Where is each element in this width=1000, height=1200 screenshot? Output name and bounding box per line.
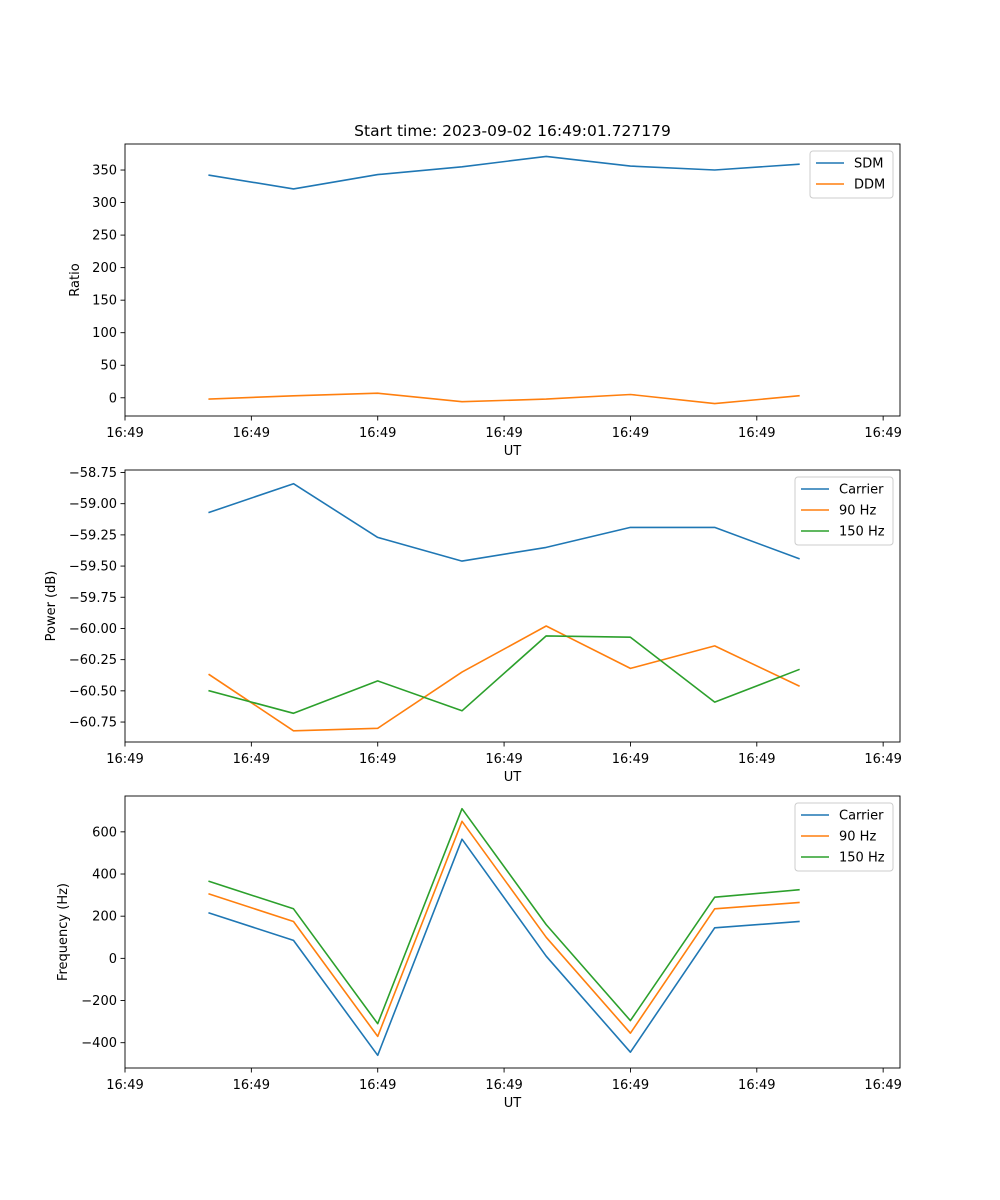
ratio-x-tick-label: 16:49	[485, 426, 522, 441]
frequency-legend-label-carrier: Carrier	[839, 809, 884, 824]
ratio-series-sdm-line	[208, 155, 800, 190]
ratio-legend-label-ddm: DDM	[854, 178, 885, 193]
ratio-y-axis-label: Ratio	[68, 263, 83, 296]
ratio-x-tick-label: 16:49	[106, 426, 143, 441]
power-axes-frame	[124, 469, 901, 743]
power-series-90-hz-line	[208, 625, 800, 732]
frequency-y-tick-label: −200	[81, 994, 117, 1009]
power-series-150-hz-line	[208, 635, 800, 715]
ratio-legend-label-sdm: SDM	[854, 157, 883, 172]
frequency-y-axis-label: Frequency (Hz)	[56, 883, 71, 981]
power-y-tick-label: −59.00	[69, 497, 117, 512]
ratio-series-ddm-line	[208, 392, 800, 405]
ratio-panel: 16:49 16:49 16:49 16:49 16:49 16:49 16:49 0 50 10…	[68, 143, 902, 459]
power-x-tick-label: 16:49	[864, 752, 901, 767]
power-y-tick-label: −60.50	[69, 684, 117, 699]
frequency-axes-frame	[124, 795, 901, 1069]
frequency-x-tick-label: 16:49	[106, 1078, 143, 1093]
frequency-x-tick-label: 16:49	[864, 1078, 901, 1093]
power-y-tick-label: −58.75	[69, 466, 117, 481]
frequency-x-tick-label: 16:49	[738, 1078, 775, 1093]
frequency-y-tick-label: −400	[81, 1036, 117, 1051]
power-legend-label-150-hz: 150 Hz	[839, 525, 885, 540]
power-series-carrier-line	[208, 482, 800, 562]
power-x-tick-label: 16:49	[738, 752, 775, 767]
ratio-x-tick-label: 16:49	[612, 426, 649, 441]
frequency-x-tick-label: 16:49	[233, 1078, 270, 1093]
power-x-axis-label: UT	[504, 770, 522, 785]
ratio-y-tick-label: 200	[92, 261, 117, 276]
frequency-panel: 16:49 16:49 16:49 16:49 16:49 16:49 16:49 −400 −…	[56, 795, 902, 1111]
power-y-tick-label: −59.25	[69, 528, 117, 543]
power-y-tick-label: −59.50	[69, 560, 117, 575]
frequency-series-carrier-line	[208, 838, 800, 1057]
frequency-x-tick-label: 16:49	[485, 1078, 522, 1093]
power-x-tick-label: 16:49	[485, 752, 522, 767]
power-x-tick-label: 16:49	[359, 752, 396, 767]
ratio-y-tick-label: 300	[92, 196, 117, 211]
frequency-legend-label-90-hz: 90 Hz	[839, 830, 876, 845]
frequency-y-tick-label: 200	[92, 910, 117, 925]
power-legend	[794, 476, 894, 546]
ratio-x-axis-label: UT	[504, 444, 522, 459]
power-x-tick-label: 16:49	[612, 752, 649, 767]
ratio-y-tick-label: 100	[92, 326, 117, 341]
power-legend-label-carrier: Carrier	[839, 483, 884, 498]
frequency-x-tick-label: 16:49	[359, 1078, 396, 1093]
frequency-legend-label-150-hz: 150 Hz	[839, 851, 885, 866]
ratio-axes-frame	[124, 143, 901, 417]
ratio-y-tick-label: 350	[92, 164, 117, 179]
power-y-tick-label: −60.25	[69, 653, 117, 668]
figure-title: Start time: 2023-09-02 16:49:01.727179	[354, 122, 671, 140]
frequency-series-90-hz-line	[208, 820, 800, 1038]
power-legend-label-90-hz: 90 Hz	[839, 504, 876, 519]
power-y-axis-label: Power (dB)	[44, 571, 59, 642]
ratio-x-tick-label: 16:49	[864, 426, 901, 441]
frequency-x-tick-label: 16:49	[612, 1078, 649, 1093]
power-x-tick-label: 16:49	[233, 752, 270, 767]
ratio-y-tick-label: 250	[92, 229, 117, 244]
frequency-x-axis-label: UT	[504, 1096, 522, 1111]
frequency-legend	[794, 802, 894, 872]
frequency-y-tick-label: 0	[109, 952, 117, 967]
ratio-y-tick-label: 150	[92, 294, 117, 309]
power-y-tick-label: −60.75	[69, 716, 117, 731]
power-y-tick-label: −59.75	[69, 591, 117, 606]
ratio-x-tick-label: 16:49	[359, 426, 396, 441]
ratio-x-tick-label: 16:49	[738, 426, 775, 441]
ratio-y-tick-label: 50	[100, 359, 117, 374]
power-y-tick-label: −60.00	[69, 622, 117, 637]
frequency-series-150-hz-line	[208, 807, 800, 1025]
ratio-y-tick-label: 0	[109, 391, 117, 406]
power-x-tick-label: 16:49	[106, 752, 143, 767]
power-panel: 16:49 16:49 16:49 16:49 16:49 16:49 16:49 −58.7…	[44, 466, 902, 785]
frequency-y-tick-label: 400	[92, 868, 117, 883]
frequency-y-tick-label: 600	[92, 825, 117, 840]
ratio-x-tick-label: 16:49	[233, 426, 270, 441]
